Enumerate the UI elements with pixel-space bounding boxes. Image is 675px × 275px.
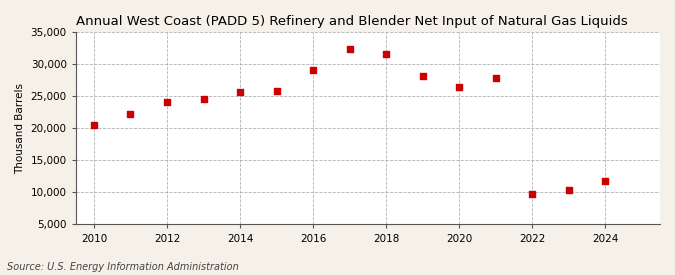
Point <box>161 100 172 104</box>
Point <box>600 179 611 183</box>
Point <box>344 46 355 51</box>
Point <box>526 191 537 196</box>
Point <box>125 112 136 116</box>
Point <box>490 76 501 80</box>
Text: Source: U.S. Energy Information Administration: Source: U.S. Energy Information Administ… <box>7 262 238 272</box>
Point <box>198 97 209 101</box>
Y-axis label: Thousand Barrels: Thousand Barrels <box>15 83 25 174</box>
Point <box>564 188 574 193</box>
Text: Annual West Coast (PADD 5) Refinery and Blender Net Input of Natural Gas Liquids: Annual West Coast (PADD 5) Refinery and … <box>76 15 628 28</box>
Point <box>271 89 282 93</box>
Point <box>88 123 99 127</box>
Point <box>454 85 464 89</box>
Point <box>235 90 246 95</box>
Point <box>381 52 392 56</box>
Point <box>308 68 319 73</box>
Point <box>417 74 428 78</box>
